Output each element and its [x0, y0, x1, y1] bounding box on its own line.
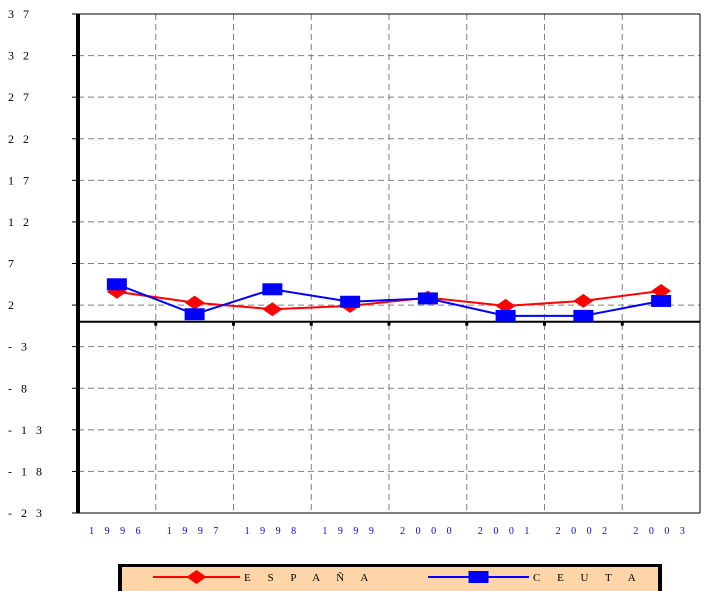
x-tick-label: 1 9 9 9 [322, 526, 378, 537]
y-tick-label: 1 7 [8, 173, 32, 187]
series-line [116, 289, 662, 311]
legend-item-espana: E S P A Ñ A [153, 570, 375, 584]
y-tick-label: 3 7 [8, 7, 32, 21]
legend-marker [468, 571, 489, 583]
y-tick-label: - 1 3 [8, 423, 45, 437]
data-point [262, 302, 283, 317]
y-tick-label: - 8 [8, 381, 30, 395]
y-tick-label: - 3 [8, 340, 30, 354]
x-tick-label: 1 9 9 6 [89, 526, 145, 537]
data-point [184, 308, 205, 321]
x-tick-label: 2 0 0 0 [400, 526, 456, 537]
series-line [116, 283, 662, 317]
x-tick-label: 2 0 0 2 [556, 526, 612, 537]
data-series [106, 278, 672, 322]
y-tick-label: 2 2 [8, 132, 32, 146]
y-tick-label: 3 2 [8, 49, 32, 63]
x-tick-label: 2 0 0 1 [478, 526, 534, 537]
legend-label: C E U T A [533, 572, 643, 584]
x-tick-label: 2 0 0 3 [633, 526, 689, 537]
data-point [573, 309, 594, 322]
legend-label: E S P A Ñ A [244, 572, 375, 584]
data-point [417, 292, 438, 305]
data-point [184, 295, 205, 310]
series-ceuta [106, 278, 672, 322]
x-tick-label: 1 9 9 7 [167, 526, 223, 537]
y-tick-label: 7 [8, 257, 17, 271]
x-tick-label: 1 9 9 8 [245, 526, 301, 537]
y-tick-label: 2 [8, 298, 17, 312]
y-tick-label: - 2 3 [8, 506, 45, 520]
data-point [106, 278, 127, 291]
data-point [651, 294, 672, 307]
axes [72, 13, 701, 514]
y-tick-label: 1 2 [8, 215, 32, 229]
x-axis-tick-labels: 1 9 9 6 1 9 9 7 1 9 9 8 1 9 9 9 2 0 0 0 2 0 0… [89, 526, 689, 537]
data-point [340, 295, 361, 308]
legend-item-ceuta: C E U T A [428, 571, 643, 584]
grid-lines [78, 14, 700, 513]
data-point [573, 293, 594, 308]
legend-marker [186, 570, 207, 584]
y-tick-label: 2 7 [8, 90, 32, 104]
legend-box [122, 567, 658, 591]
data-point [495, 309, 516, 322]
data-point [651, 283, 672, 298]
data-point [262, 283, 283, 296]
y-tick-label: - 1 8 [8, 464, 45, 478]
y-axis-tick-labels: 3 7 3 2 2 7 2 2 1 7 1 2 7 2 - 3 - 8 - 1 3 - 1 8 - 2 … [8, 7, 45, 520]
data-point [495, 298, 516, 313]
